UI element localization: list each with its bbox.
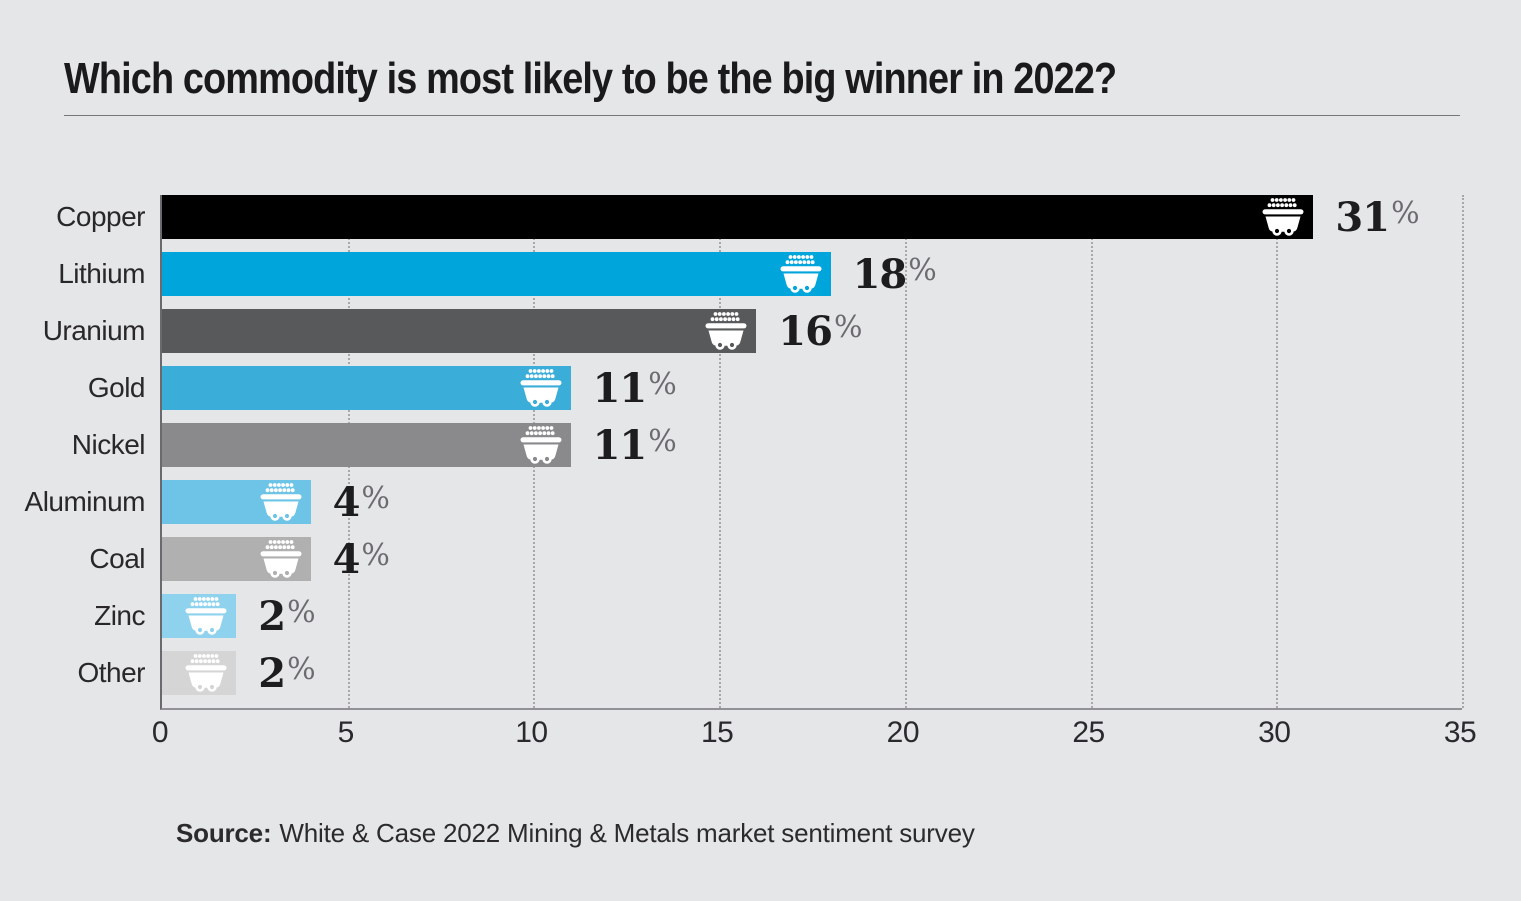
source-label: Source:: [176, 818, 272, 848]
bar: [162, 594, 237, 638]
value-percent-sign: %: [361, 537, 390, 573]
category-label: Coal: [89, 543, 145, 574]
value-label: 18%: [852, 250, 937, 298]
bar: [162, 309, 757, 353]
value-label: 2%: [258, 592, 316, 640]
x-tick-label: 15: [700, 716, 734, 749]
chart-row: Zinc 2%: [94, 592, 1462, 640]
category-label: Lithium: [58, 258, 145, 289]
value-number: 31: [1335, 193, 1390, 241]
value-number: 4: [332, 478, 361, 526]
chart-row: Lithium 18%: [58, 250, 1462, 298]
x-axis-tick-labels: 0 5 10 15 20 25 30 35: [0, 716, 1521, 756]
value-label: 11%: [592, 364, 677, 412]
value-number: 2: [258, 592, 286, 640]
mine-cart-icon: [519, 425, 563, 465]
gridline: [1090, 195, 1093, 708]
bar: [162, 537, 311, 581]
value-percent-sign: %: [1391, 195, 1420, 231]
bar: [162, 252, 831, 296]
value-number: 11: [592, 421, 648, 469]
value-percent-sign: %: [287, 594, 316, 630]
x-tick-label: 20: [886, 716, 920, 749]
value-number: 11: [592, 364, 648, 412]
value-label: 16%: [778, 307, 863, 355]
category-label: Zinc: [94, 600, 145, 631]
value-number: 2: [258, 649, 286, 697]
value-percent-sign: %: [648, 423, 677, 459]
value-label: 4%: [332, 535, 390, 583]
plot-area: Copper 31%: [25, 193, 1464, 710]
mine-cart-icon: [519, 368, 563, 408]
x-tick-label: 0: [151, 716, 169, 749]
value-percent-sign: %: [833, 309, 863, 345]
chart-row: Nickel 11%: [72, 421, 1462, 469]
gridline: [1276, 195, 1279, 708]
x-tick-label: 30: [1258, 716, 1291, 749]
mine-cart-icon: [259, 482, 303, 522]
source-note: Source: White & Case 2022 Mining & Metals…: [176, 818, 975, 849]
value-label: 11%: [592, 421, 677, 469]
value-percent-sign: %: [287, 651, 316, 687]
mine-cart-icon: [704, 311, 748, 351]
value-number: 18: [852, 250, 908, 298]
value-number: 16: [778, 307, 833, 355]
value-percent-sign: %: [908, 252, 937, 288]
chart-row: Other 2%: [77, 649, 1462, 697]
chart-row: Aluminum 4%: [25, 478, 1462, 526]
bar: [162, 423, 571, 467]
bar: [162, 366, 571, 410]
chart-title: Which commodity is most likely to be the…: [64, 54, 1117, 103]
chart-row: Uranium 16%: [43, 307, 1462, 355]
value-label: 2%: [258, 649, 316, 697]
gridline: [904, 195, 907, 708]
chart-row: Gold 11%: [88, 364, 1462, 412]
bar: [162, 480, 311, 524]
value-percent-sign: %: [361, 480, 390, 516]
category-label: Copper: [56, 201, 145, 232]
x-tick-label: 5: [337, 716, 355, 749]
category-label: Aluminum: [24, 486, 146, 517]
category-label: Other: [77, 657, 145, 688]
value-label: 4%: [332, 478, 390, 526]
mine-cart-icon: [184, 653, 228, 693]
x-tick-label: 25: [1072, 716, 1105, 749]
bar: [162, 651, 237, 695]
value-percent-sign: %: [648, 366, 677, 402]
value-number: 4: [332, 535, 361, 583]
category-label: Uranium: [42, 315, 146, 346]
chart-row: Copper 31%: [56, 193, 1462, 241]
x-tick-label: 35: [1443, 716, 1477, 749]
x-tick-label: 10: [515, 716, 548, 749]
mine-cart-icon: [184, 596, 228, 636]
title-divider: [64, 115, 1460, 116]
gridline: [1462, 195, 1464, 708]
mine-cart-icon: [1261, 197, 1305, 237]
source-text: White & Case 2022 Mining & Metals market…: [279, 818, 975, 848]
category-label: Gold: [87, 372, 146, 403]
bar: [162, 195, 1314, 239]
chart-row: Coal 4%: [89, 535, 1462, 583]
mine-cart-icon: [259, 539, 303, 579]
mine-cart-icon: [779, 254, 823, 294]
value-label: 31%: [1335, 193, 1420, 241]
category-label: Nickel: [71, 429, 146, 460]
gridline: [719, 195, 722, 708]
